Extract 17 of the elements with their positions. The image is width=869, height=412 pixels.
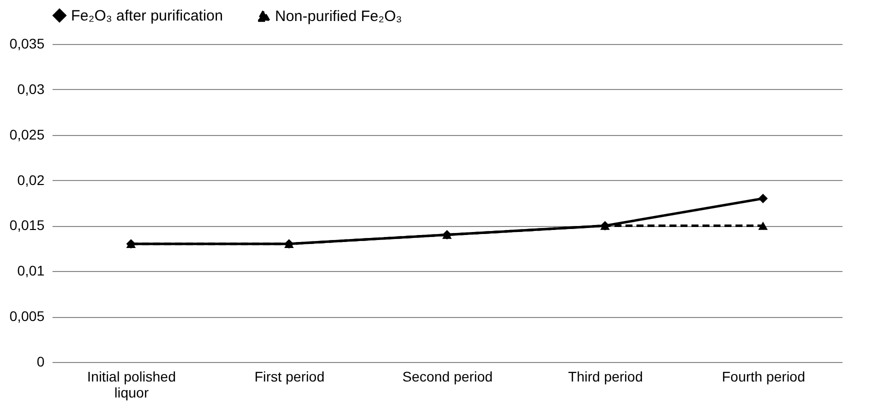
y-tick-label: 0,03 — [17, 80, 45, 97]
y-tick-label: 0,01 — [17, 262, 45, 279]
point — [758, 222, 768, 230]
y-tick-label: 0,015 — [9, 217, 45, 234]
y-tick-label: 0,02 — [17, 172, 45, 188]
legend-label: Fe₂O₃ after purification — [71, 8, 223, 25]
y-tick-label: 0 — [36, 354, 45, 370]
x-tick-label: First period — [254, 368, 325, 384]
x-tick-label: Fourth period — [722, 368, 806, 384]
x-tick-label: Initial polished liquor — [87, 368, 176, 400]
x-tick-label: Second period — [402, 368, 493, 384]
y-tick-label: 0,035 — [9, 36, 45, 52]
legend-label: Non-purified Fe₂O₃ — [275, 8, 402, 25]
y-tick-label: 0,025 — [9, 126, 45, 142]
y-tick-label: 0,005 — [9, 308, 45, 324]
point — [758, 194, 768, 204]
x-tick-label: Third period — [568, 368, 643, 384]
